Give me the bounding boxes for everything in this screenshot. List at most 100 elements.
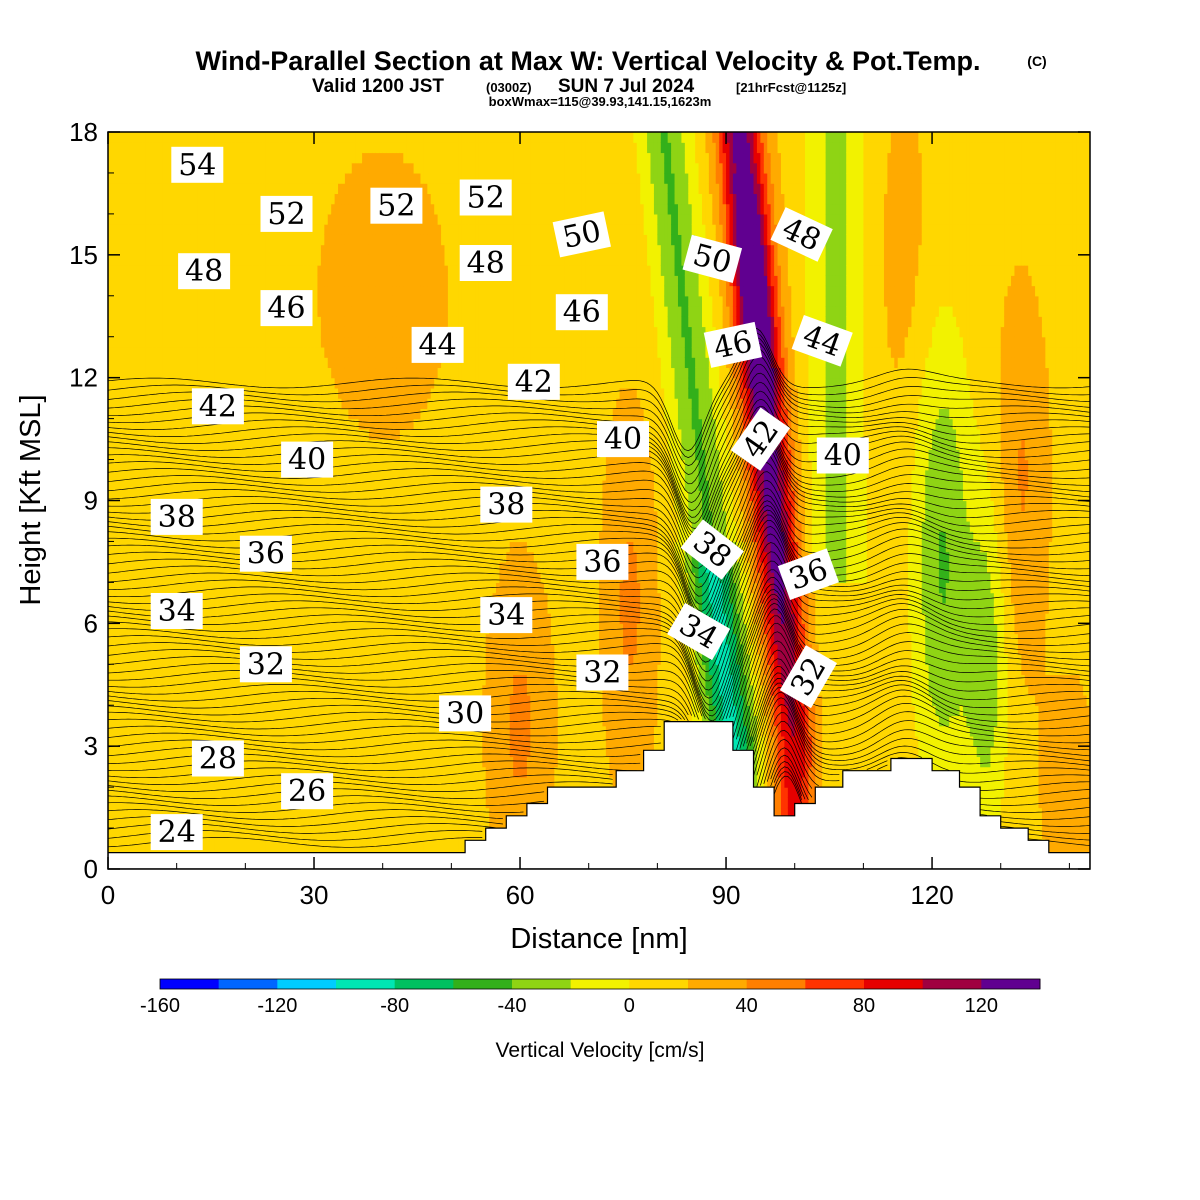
- colorbar-tick-label: -160: [140, 995, 180, 1017]
- x-tick-label: 90: [712, 880, 741, 910]
- colorbar-bin: [805, 979, 865, 989]
- contour-label-text: 32: [583, 656, 621, 691]
- contour-label: 46: [703, 321, 763, 368]
- colorbar-bin: [160, 979, 220, 989]
- contour-label: 40: [281, 441, 334, 478]
- potential-temperature-contours: [108, 328, 1090, 848]
- y-tick-label: 12: [69, 363, 98, 393]
- colorbar-tick-label: -80: [380, 995, 409, 1017]
- contour-label-text: 28: [199, 742, 237, 777]
- contour-label: 40: [816, 437, 869, 474]
- valid-utc: (0300Z): [486, 80, 532, 95]
- contour-label-text: 42: [199, 389, 237, 424]
- contour-label: 48: [459, 245, 512, 281]
- contour-label: 36: [777, 548, 839, 601]
- contour-label-text: 44: [419, 328, 457, 363]
- contour-label-text: 54: [178, 148, 216, 183]
- contour-label-text: 46: [563, 295, 601, 330]
- valid-prefix: Valid 1200 JST: [312, 76, 444, 97]
- contour-label-text: 34: [487, 598, 525, 633]
- contour-label: 52: [459, 179, 512, 216]
- contour-label-text: 48: [185, 254, 223, 289]
- contour-label: 26: [281, 773, 334, 810]
- contour-label-text: 52: [377, 189, 415, 224]
- contour-label: 46: [555, 294, 608, 331]
- y-axis-title: Height [Kft MSL]: [15, 394, 47, 605]
- colorbar-bin: [336, 979, 396, 989]
- contour-label-text: 24: [158, 815, 196, 850]
- contour-label-text: 42: [515, 365, 553, 400]
- contour-label: 36: [576, 543, 629, 580]
- contour-label-text: 52: [267, 197, 305, 232]
- colorbar-tick-label: 120: [965, 995, 998, 1017]
- valid-forecast: [21hrFcst@1125z]: [736, 80, 846, 95]
- y-tick-label: 0: [84, 854, 98, 884]
- contour-label: 40: [597, 421, 649, 458]
- contour-label-text: 36: [583, 545, 621, 580]
- colorbar-bin: [864, 979, 924, 989]
- valid-date: SUN 7 Jul 2024: [558, 76, 695, 97]
- contour-label-text: 52: [467, 181, 505, 216]
- valid-time-line: Valid 1200 JST (0300Z) SUN 7 Jul 2024 [2…: [312, 76, 846, 97]
- contour-label: 44: [791, 314, 853, 367]
- contour-label: 34: [150, 593, 203, 629]
- colorbar-bin: [746, 979, 806, 989]
- chart-title: Wind-Parallel Section at Max W: Vertical…: [196, 46, 981, 76]
- contour-label-text: 40: [824, 439, 862, 474]
- colorbar-bin: [688, 979, 748, 989]
- colorbar-bin: [512, 979, 572, 989]
- contour-label-text: 34: [158, 594, 196, 629]
- colorbar-bin: [981, 979, 1041, 989]
- x-tick-label: 60: [506, 880, 535, 910]
- contour-label-text: 30: [446, 696, 484, 731]
- x-axis-title: Distance [nm]: [510, 923, 687, 955]
- colorbar: -160 -120 -80 -40 0 40 80 120: [140, 978, 1041, 1017]
- contour-label-text: 40: [604, 422, 642, 457]
- colorbar-tick-label: -120: [257, 995, 297, 1017]
- x-tick-label: 0: [101, 880, 115, 910]
- contour-label: 50: [552, 211, 611, 258]
- colorbar-tick-label: -40: [498, 995, 527, 1017]
- colorbar-title: Vertical Velocity [cm/s]: [496, 1039, 705, 1062]
- contour-label-text: 46: [711, 324, 756, 366]
- colorbar-bin: [570, 979, 630, 989]
- colorbar-tick-label: 40: [736, 995, 758, 1017]
- contour-label: 24: [150, 814, 203, 851]
- colorbar-bin: [629, 979, 689, 989]
- colorbar-bin: [453, 979, 513, 989]
- contour-label-text: 50: [560, 214, 605, 256]
- contour-label: 30: [439, 695, 492, 732]
- contour-label-text: 40: [288, 443, 326, 478]
- contour-label: 42: [507, 363, 560, 400]
- terrain-profile: [108, 721, 1090, 869]
- colorbar-frame: [159, 978, 1041, 990]
- contour-label-text: 48: [467, 246, 505, 281]
- x-tick-label: 120: [910, 880, 953, 910]
- y-tick-label: 15: [69, 240, 98, 270]
- y-tick-label: 6: [84, 608, 98, 638]
- colorbar-bin: [277, 979, 337, 989]
- contour-label: 44: [411, 326, 464, 363]
- contour-label: 54: [171, 146, 224, 183]
- contour-label: 38: [480, 486, 533, 523]
- colorbar-tick-label: 0: [624, 995, 635, 1017]
- contour-label: 52: [370, 187, 423, 224]
- contour-label: 46: [260, 290, 313, 327]
- copyright-mark: (C): [1027, 53, 1046, 69]
- x-axis: 0 30 60 90 120: [101, 132, 1070, 910]
- contour-label: 28: [191, 740, 244, 777]
- contour-label: 52: [260, 195, 313, 232]
- colorbar-bin: [922, 979, 982, 989]
- y-tick-label: 3: [84, 731, 98, 761]
- contour-label-text: 26: [288, 774, 326, 809]
- contour-label: 48: [178, 253, 231, 290]
- contour-label-text: 38: [158, 500, 196, 535]
- colorbar-tick-label: 80: [853, 995, 875, 1017]
- contour-label: 34: [480, 597, 533, 634]
- y-tick-label: 9: [84, 486, 98, 516]
- contour-label-text: 36: [247, 537, 285, 572]
